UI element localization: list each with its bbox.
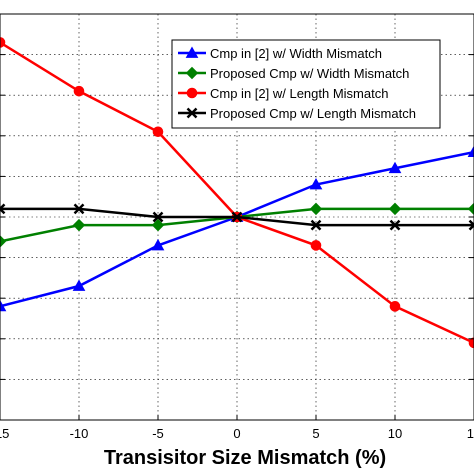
x-tick-label: 15 bbox=[467, 426, 474, 441]
legend-label: Proposed Cmp w/ Width Mismatch bbox=[210, 66, 409, 81]
legend-item: Cmp in [2] w/ Width Mismatch bbox=[178, 46, 382, 61]
data-point bbox=[467, 145, 474, 157]
legend-swatch-marker bbox=[185, 66, 199, 80]
x-tick-labels: -15 -10 -5 0 5 10 15 bbox=[0, 13, 474, 441]
legend-box bbox=[171, 39, 441, 129]
data-point bbox=[73, 203, 85, 215]
x-tick-label: 10 bbox=[388, 426, 402, 441]
legend-label: Proposed Cmp w/ Length Mismatch bbox=[210, 106, 416, 121]
data-point bbox=[0, 299, 7, 312]
data-point bbox=[72, 279, 86, 291]
legend-label: Cmp in [2] w/ Length Mismatch bbox=[210, 86, 388, 101]
data-point bbox=[389, 219, 401, 231]
x-tick-label: -10 bbox=[70, 426, 89, 441]
data-point bbox=[0, 203, 6, 215]
data-point bbox=[152, 211, 164, 223]
legend-item: Proposed Cmp w/ Width Mismatch bbox=[178, 66, 409, 81]
data-point bbox=[151, 238, 165, 251]
legend-label: Cmp in [2] w/ Width Mismatch bbox=[210, 46, 382, 61]
data-point bbox=[388, 202, 402, 216]
x-axis-title: Transisitor Size Mismatch (%) bbox=[104, 447, 386, 469]
x-tick-label: 5 bbox=[312, 426, 319, 441]
data-point bbox=[72, 218, 86, 232]
data-point bbox=[152, 126, 164, 138]
legend-swatch-marker bbox=[185, 46, 199, 58]
series-4 bbox=[0, 203, 474, 231]
x-tick-label: 0 bbox=[233, 426, 240, 441]
legend-item: Proposed Cmp w/ Length Mismatch bbox=[178, 106, 416, 121]
legend: Cmp in [2] w/ Width Mismatch Proposed Cmp… bbox=[171, 39, 441, 129]
data-point bbox=[73, 85, 85, 97]
legend-swatch-marker bbox=[186, 107, 198, 119]
data-point bbox=[309, 177, 323, 190]
data-point bbox=[467, 202, 474, 216]
data-point bbox=[151, 218, 165, 232]
series-line bbox=[0, 150, 474, 308]
series-layer bbox=[0, 37, 474, 349]
data-point bbox=[0, 37, 6, 48]
data-point bbox=[468, 337, 474, 349]
data-point bbox=[0, 235, 7, 248]
legend-swatch-marker bbox=[186, 87, 198, 99]
data-point bbox=[310, 219, 322, 231]
data-point bbox=[468, 219, 474, 231]
legend-item: Cmp in [2] w/ Length Mismatch bbox=[178, 86, 388, 101]
data-point bbox=[309, 202, 323, 216]
data-point bbox=[389, 301, 401, 312]
data-point bbox=[388, 161, 402, 174]
x-tick-label: -5 bbox=[152, 426, 164, 441]
x-tick-label: -15 bbox=[0, 426, 9, 441]
series-1 bbox=[0, 145, 474, 312]
data-point bbox=[231, 211, 243, 223]
data-point bbox=[310, 240, 322, 251]
